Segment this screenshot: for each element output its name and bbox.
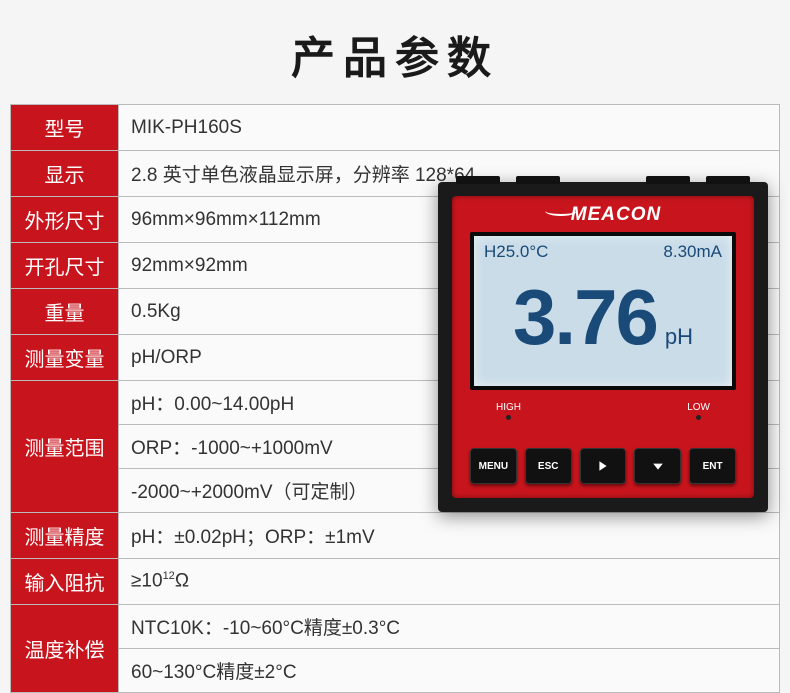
device-image: MEACON H25.0°C 8.30mA 3.76 pH HIGH LOW M…	[438, 182, 768, 512]
screen-unit: pH	[665, 324, 693, 350]
device-clip	[516, 176, 560, 184]
value-accuracy: pH：±0.02pH；ORP：±1mV	[119, 513, 780, 559]
ent-button[interactable]: ENT	[689, 448, 736, 484]
chevron-down-icon	[652, 460, 664, 472]
device-clip	[646, 176, 690, 184]
value-tempcomp-1: NTC10K：-10~60°C精度±0.3°C	[119, 605, 780, 649]
label-variable: 测量变量	[11, 335, 119, 381]
label-impedance: 输入阻抗	[11, 559, 119, 605]
impedance-prefix: ≥10	[131, 571, 163, 592]
value-impedance: ≥1012Ω	[119, 559, 780, 605]
device-clip	[706, 176, 750, 184]
table-row: 测量精度 pH：±0.02pH；ORP：±1mV	[11, 513, 780, 559]
table-row: 60~130°C精度±2°C	[11, 649, 780, 693]
esc-button[interactable]: ESC	[525, 448, 572, 484]
table-row: 输入阻抗 ≥1012Ω	[11, 559, 780, 605]
screen-current: 8.30mA	[663, 242, 722, 262]
menu-button[interactable]: MENU	[470, 448, 517, 484]
label-tempcomp: 温度补偿	[11, 605, 119, 693]
screen-value: 3.76	[513, 272, 657, 363]
label-cutout: 开孔尺寸	[11, 243, 119, 289]
label-display: 显示	[11, 151, 119, 197]
page-title: 产品参数	[0, 0, 790, 104]
impedance-exp: 12	[163, 570, 175, 582]
impedance-suffix: Ω	[175, 571, 189, 592]
table-row: 温度补偿 NTC10K：-10~60°C精度±0.3°C	[11, 605, 780, 649]
label-weight: 重量	[11, 289, 119, 335]
screen-temp: H25.0°C	[484, 242, 548, 262]
play-button[interactable]	[580, 448, 627, 484]
device-screen: H25.0°C 8.30mA 3.76 pH	[470, 232, 736, 390]
label-range: 测量范围	[11, 381, 119, 513]
high-indicator: HIGH	[496, 402, 521, 420]
high-label: HIGH	[496, 402, 521, 413]
table-row: 型号 MIK-PH160S	[11, 105, 780, 151]
value-tempcomp-2: 60~130°C精度±2°C	[119, 649, 780, 693]
device-brand: MEACON	[452, 196, 754, 226]
led-icon	[696, 415, 701, 420]
value-model: MIK-PH160S	[119, 105, 780, 151]
down-button[interactable]	[634, 448, 681, 484]
brand-text: MEACON	[571, 204, 661, 225]
led-icon	[506, 415, 511, 420]
label-dimensions: 外形尺寸	[11, 197, 119, 243]
low-indicator: LOW	[687, 402, 710, 420]
device-clip	[456, 176, 500, 184]
label-accuracy: 测量精度	[11, 513, 119, 559]
device-buttons: MENU ESC ENT	[470, 448, 736, 484]
low-label: LOW	[687, 402, 710, 413]
device-face: MEACON H25.0°C 8.30mA 3.76 pH HIGH LOW M…	[452, 196, 754, 498]
play-icon	[597, 460, 609, 472]
label-model: 型号	[11, 105, 119, 151]
